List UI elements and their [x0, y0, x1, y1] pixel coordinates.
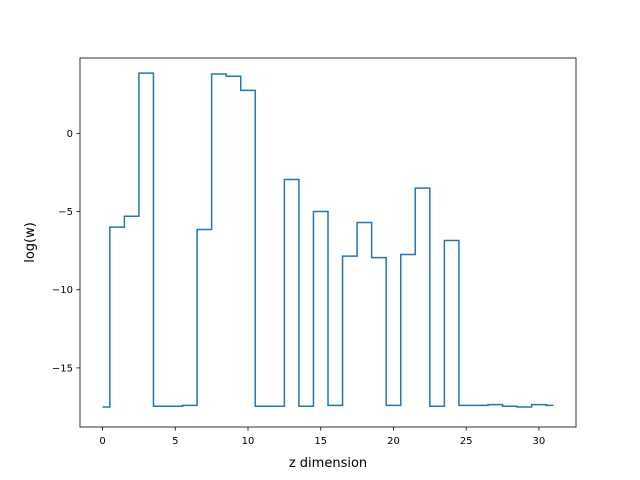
x-tick-label: 5 [172, 436, 178, 447]
x-tick-label: 20 [387, 436, 400, 447]
y-axis-label: log(w) [23, 222, 38, 263]
y-tick-label: 0 [67, 129, 73, 140]
x-tick-label: 25 [460, 436, 473, 447]
y-axis-ticks: −15 −10 −5 0 [52, 129, 80, 374]
x-tick-label: 10 [242, 436, 255, 447]
x-tick-label: 0 [99, 436, 105, 447]
axes-frame [79, 57, 577, 428]
x-tick-label: 30 [533, 436, 546, 447]
x-axis-ticks: 0 5 10 15 20 25 30 [99, 427, 545, 447]
series-line-0 [102, 72, 554, 408]
x-axis-label: z dimension [289, 456, 367, 471]
y-tick-label: −15 [52, 363, 73, 374]
y-tick-label: −5 [58, 207, 73, 218]
plot-area [102, 72, 554, 408]
y-tick-label: −10 [52, 285, 73, 296]
x-tick-label: 15 [314, 436, 327, 447]
